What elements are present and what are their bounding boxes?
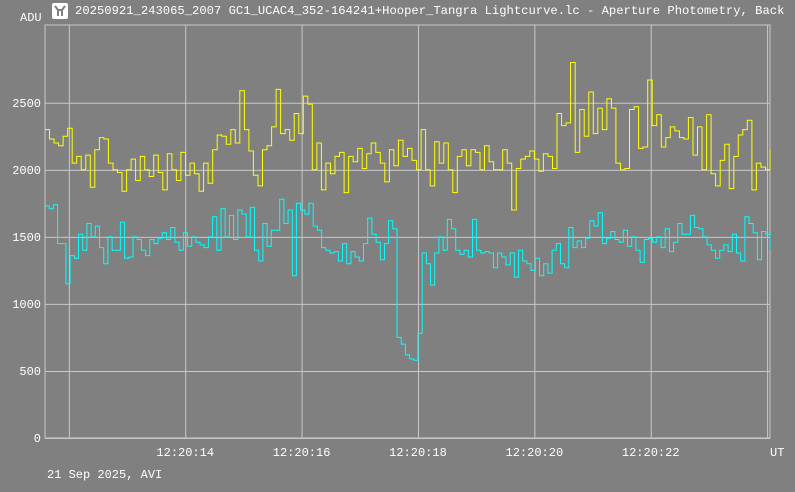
y-tick-label: 1500 <box>12 231 41 245</box>
series-line-comparison <box>45 198 771 361</box>
app-icon <box>52 3 68 19</box>
series-lines <box>45 62 771 361</box>
x-tick-label: 12:20:20 <box>506 446 564 460</box>
x-tick-label: 12:20:18 <box>389 446 447 460</box>
y-tick-label: 0 <box>34 432 41 446</box>
x-axis-unit-label: UT <box>770 446 784 460</box>
series-line-target <box>45 62 771 211</box>
y-tick-label: 1000 <box>12 298 41 312</box>
x-tick-label: 12:20:16 <box>273 446 331 460</box>
axis-labels: 0 500 1000 1500 2000 2500 12:20:14 12:20:16 12:2… <box>12 97 679 460</box>
window-title: 20250921_243065_2007 GC1_UCAC4_352-16424… <box>75 4 785 18</box>
y-tick-label: 2500 <box>12 97 41 111</box>
y-tick-label: 2000 <box>12 164 41 178</box>
y-axis-label: ADU <box>20 11 42 25</box>
date-label: 21 Sep 2025, AVI <box>47 468 162 482</box>
y-tick-label: 500 <box>19 365 41 379</box>
plot-frame <box>44 24 771 439</box>
x-tick-label: 12:20:22 <box>622 446 680 460</box>
grid <box>44 24 771 439</box>
x-tick-label: 12:20:14 <box>156 446 214 460</box>
